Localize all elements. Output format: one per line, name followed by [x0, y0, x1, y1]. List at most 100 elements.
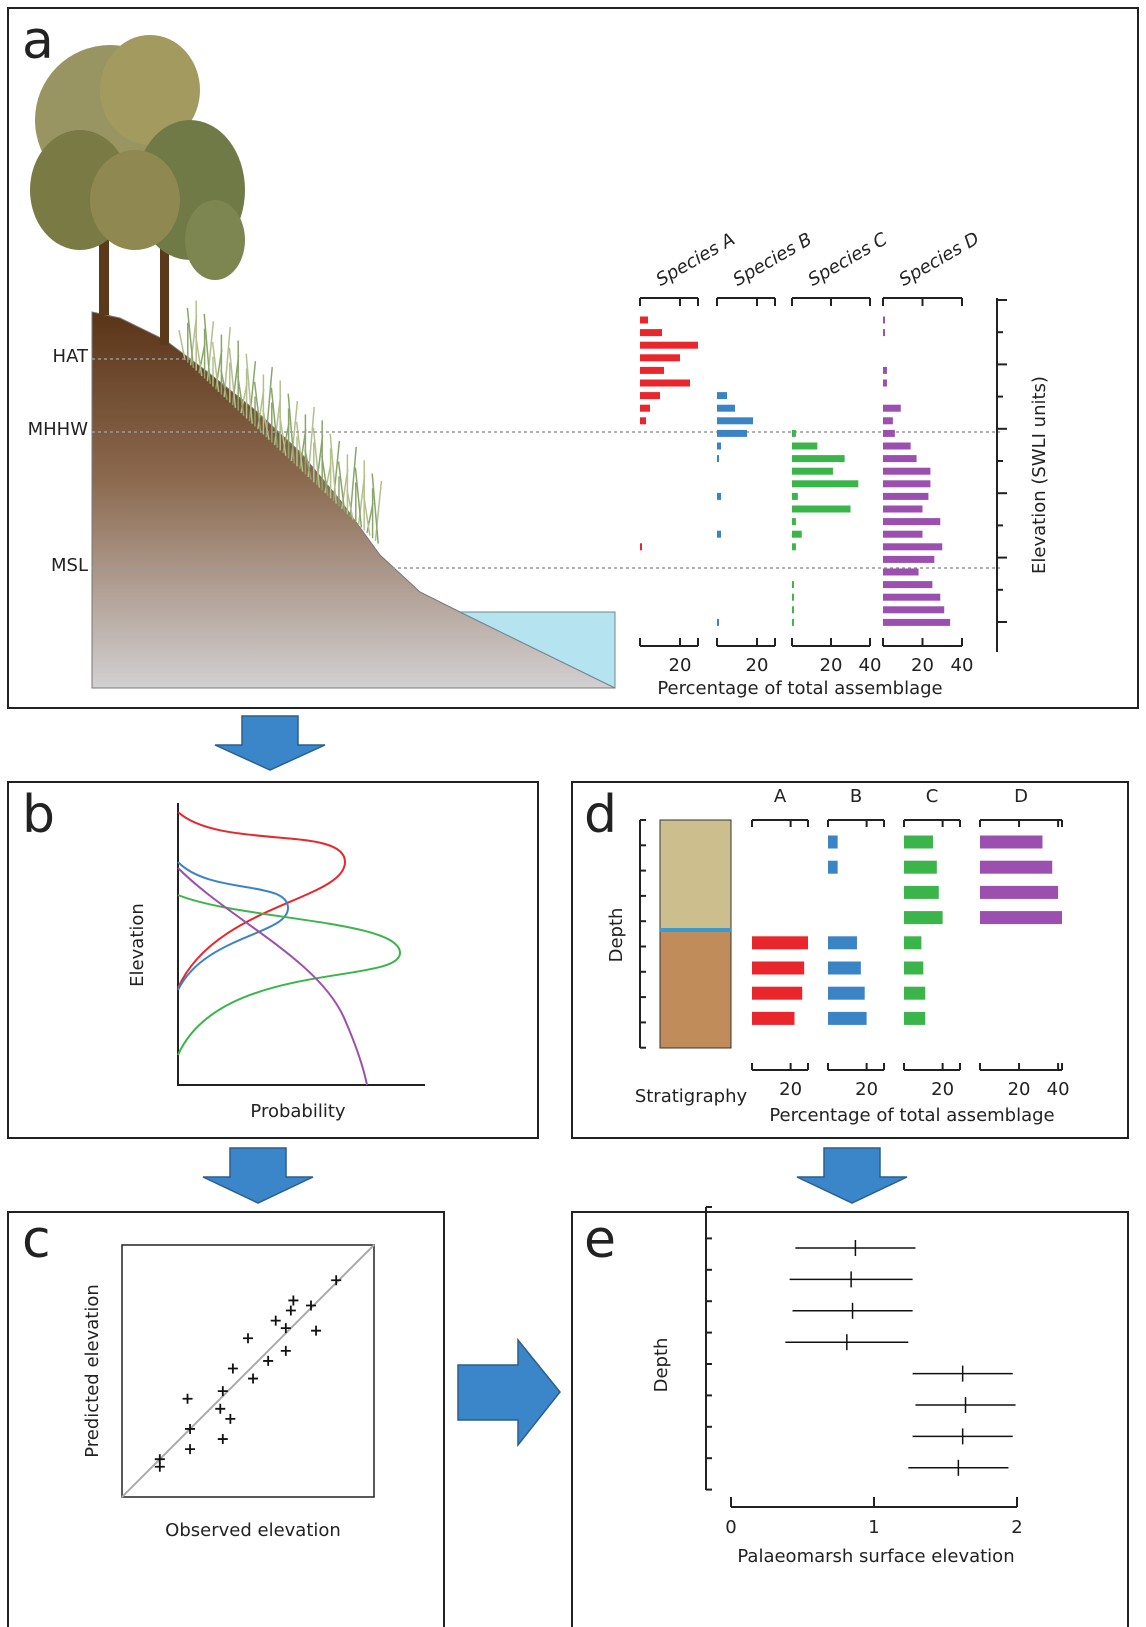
grass-blade [321, 455, 329, 496]
trees [30, 35, 245, 345]
panel-label: b [22, 785, 55, 845]
bar [883, 404, 901, 412]
bar [792, 543, 796, 551]
grass-blade [363, 495, 371, 536]
axis-title: Palaeomarsh surface elevation [737, 1546, 1014, 1567]
bar [640, 366, 664, 374]
bar [792, 593, 794, 601]
grass-blade [195, 335, 203, 377]
bar [717, 455, 719, 463]
probability-curve [177, 861, 290, 991]
grass-blade [262, 409, 270, 440]
bar [828, 936, 857, 950]
grass-blade [178, 329, 186, 361]
flow-arrow [214, 715, 326, 771]
plot-area [121, 1244, 375, 1498]
axis-title: Predicted elevation [82, 1284, 103, 1458]
species-title: Species C [805, 228, 892, 290]
species-title: Species B [730, 229, 816, 291]
grass-blade [312, 427, 321, 488]
flow-arrow [457, 1337, 561, 1448]
x-tick-label: 40 [1047, 1079, 1070, 1100]
bar [752, 1011, 795, 1025]
bar [904, 936, 922, 950]
bar [717, 392, 727, 400]
stratigraphy-upper [659, 819, 732, 931]
panel-frame [7, 1211, 445, 1627]
grass-blade [307, 406, 315, 478]
bar [752, 936, 808, 950]
bar [883, 329, 885, 337]
probability-curve [177, 867, 368, 1086]
bar [883, 618, 951, 626]
grass-blade [237, 375, 245, 416]
point [311, 1325, 322, 1336]
one-to-one-line [121, 1244, 375, 1498]
x-tick-label: 20 [1008, 1079, 1031, 1100]
bar [792, 618, 794, 626]
column-title: C [926, 786, 939, 807]
bar [883, 492, 929, 500]
point [225, 1413, 236, 1424]
grass-blade [270, 387, 279, 448]
grass-blade [186, 307, 195, 369]
bar [883, 417, 893, 425]
grass-blade [265, 367, 273, 438]
column-title: A [774, 786, 787, 807]
grass-blade [371, 473, 379, 544]
bar [792, 442, 818, 450]
x-tick-label: 40 [951, 655, 974, 676]
point [280, 1323, 291, 1334]
bar [792, 518, 796, 526]
axis-title: Elevation (SWLI units) [1029, 376, 1050, 574]
tide-label: MHHW [28, 419, 89, 440]
bar [883, 518, 941, 526]
bar [640, 329, 662, 337]
bar [792, 455, 845, 463]
panel-label: c [22, 1210, 51, 1270]
bar [980, 911, 1062, 925]
tide-label: MSL [51, 555, 88, 576]
point [285, 1305, 296, 1316]
point [227, 1363, 238, 1374]
bar [792, 429, 796, 437]
grass-blade [211, 341, 220, 393]
panel-label: e [584, 1210, 616, 1270]
bar [717, 442, 721, 450]
grass-blade [287, 393, 295, 464]
x-tick-label: 20 [669, 655, 692, 676]
grass-blade [329, 433, 337, 504]
bar [717, 429, 747, 437]
tide-label: HAT [53, 346, 89, 367]
point [185, 1444, 196, 1455]
panel-frame [571, 781, 1129, 1139]
bar [717, 618, 719, 626]
panel-label: a [22, 11, 54, 71]
bar [792, 581, 794, 589]
bar [717, 404, 735, 412]
x-tick-label: 2 [1011, 1517, 1022, 1538]
axis-title: Elevation [127, 903, 148, 987]
grass-blade [223, 327, 231, 398]
grass-blade [220, 369, 228, 401]
x-tick-label: 0 [725, 1517, 736, 1538]
grass-blade [337, 461, 346, 512]
point [288, 1295, 299, 1306]
bar [904, 986, 926, 1000]
x-tick-label: 20 [931, 1079, 954, 1100]
grass-blade [304, 449, 312, 480]
bar [883, 480, 931, 488]
x-tick-label: 1 [868, 1517, 879, 1538]
panel-frame [571, 1211, 1129, 1627]
point [243, 1333, 253, 1344]
axis-title: Stratigraphy [635, 1086, 748, 1107]
bar [792, 505, 851, 513]
grass-blade [349, 446, 357, 518]
panel-frame [7, 7, 1139, 709]
x-tick-label: 20 [820, 655, 843, 676]
bar [904, 961, 924, 975]
bar [883, 568, 919, 576]
x-tick-label: 20 [911, 655, 934, 676]
grass-blade [374, 480, 383, 541]
bar [640, 341, 698, 349]
